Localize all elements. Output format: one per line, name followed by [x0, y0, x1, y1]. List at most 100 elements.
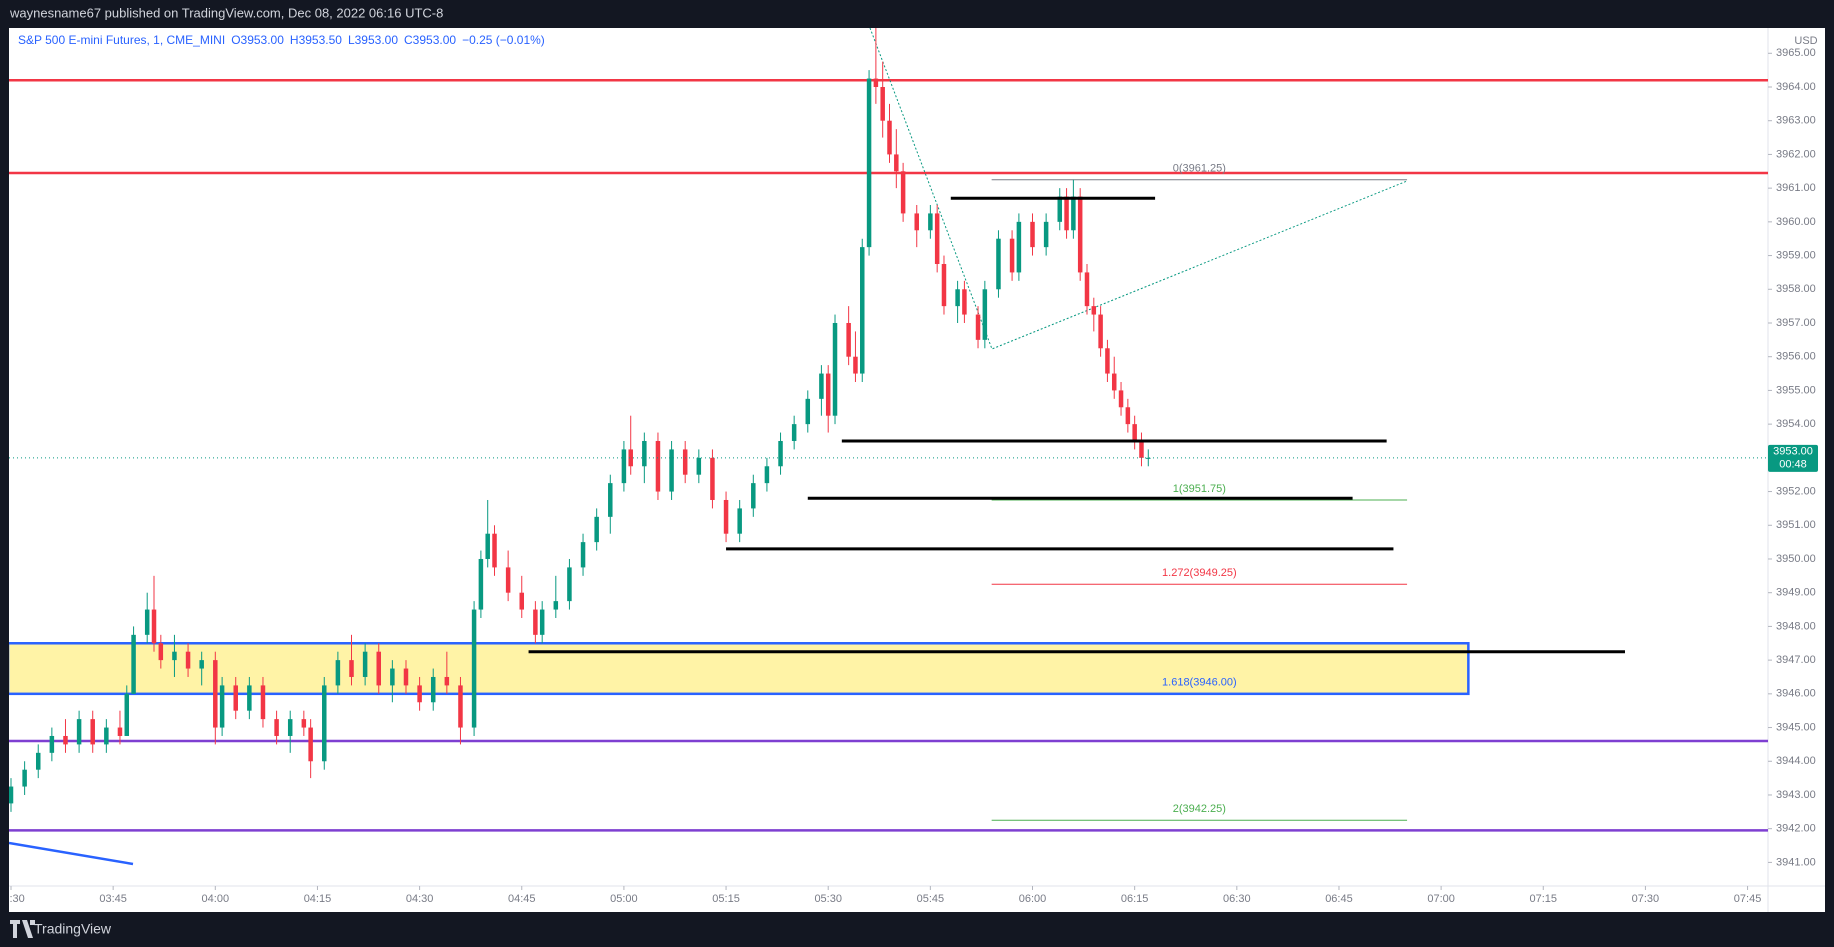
candle-body — [117, 727, 123, 736]
candle-body — [975, 314, 981, 340]
y-tick-label: 3941.00 — [1776, 856, 1816, 868]
candle-body — [962, 289, 967, 315]
candle-body — [144, 609, 150, 635]
candle-body — [934, 213, 940, 264]
candle-body — [1043, 221, 1049, 248]
y-tick-label: 3942.00 — [1776, 823, 1816, 835]
y-tick-label: 3943.00 — [1776, 789, 1816, 801]
legend-value: −0.25 (−0.01%) — [462, 33, 545, 47]
candle-body — [1098, 314, 1103, 349]
legend-title: S&P 500 E-mini Futures, 1, CME_MINI — [18, 33, 225, 47]
candle-body — [519, 592, 525, 610]
candle-body — [335, 660, 341, 686]
candle-body — [567, 567, 572, 602]
candle-body — [274, 719, 279, 736]
y-tick-label: 3951.00 — [1776, 519, 1816, 531]
candle-body — [1105, 348, 1110, 374]
candle-body — [1125, 407, 1131, 425]
candle-body — [941, 263, 947, 307]
candle-body — [1091, 306, 1097, 315]
y-tick-label: 3961.00 — [1776, 182, 1816, 194]
candle-body — [880, 86, 885, 121]
candle-body — [866, 78, 872, 248]
candle-body — [819, 373, 824, 399]
candle-body — [621, 449, 627, 484]
y-tick-label: 3950.00 — [1776, 553, 1816, 565]
candle-body — [737, 508, 742, 534]
y-tick-label: 3949.00 — [1776, 587, 1816, 599]
legend-value: C3953.00 — [404, 33, 456, 47]
candle-body — [444, 676, 450, 686]
candle-body — [1071, 196, 1076, 231]
candle-body — [403, 668, 409, 686]
x-tick-label: 07:00 — [1427, 893, 1455, 905]
candle-body — [485, 533, 490, 559]
candle-body — [430, 676, 436, 703]
candle-body — [185, 651, 191, 669]
candle-body — [22, 769, 27, 787]
x-tick-label: 04:30 — [406, 893, 434, 905]
candle-body — [1009, 238, 1015, 273]
trend-line — [869, 28, 1408, 350]
byline: waynesname67 published on TradingView.co… — [9, 5, 443, 20]
plot: 03:30 03:45 04:00 04:15 04:30 04:45 05:00 05:15… — [9, 28, 1768, 905]
y-tick-label: 3957.00 — [1776, 317, 1816, 329]
candle-body — [580, 542, 586, 568]
brand: TradingView — [34, 921, 112, 937]
fib-label: 1.272(3949.25) — [1162, 567, 1237, 579]
legend-value: O3953.00 — [231, 33, 284, 47]
x-tick-label: 03:45 — [99, 893, 127, 905]
candle-body — [539, 609, 545, 635]
x-tick-label: 05:30 — [814, 893, 842, 905]
candle-body — [751, 483, 756, 509]
y-tick-label: 3959.00 — [1776, 249, 1816, 261]
candle-body — [233, 685, 238, 711]
candle-body — [860, 247, 865, 374]
candle-body — [1139, 440, 1144, 458]
candle-body — [390, 668, 395, 686]
legend: S&P 500 E-mini Futures, 1, CME_MINI O395… — [18, 33, 545, 47]
candle-body — [778, 440, 783, 467]
candle-body — [894, 154, 899, 172]
candle-body — [723, 499, 729, 534]
candle-body — [1016, 221, 1022, 273]
x-tick-label: 04:00 — [202, 893, 230, 905]
candle-body — [710, 457, 715, 500]
y-tick-label: 3960.00 — [1776, 216, 1816, 228]
candle-body — [9, 786, 14, 804]
candle-body — [1077, 196, 1083, 273]
candle-body — [533, 609, 538, 635]
chart-area — [9, 28, 1825, 912]
axes: 3941.00 3942.00 3943.00 3944.00 3945.00 3946.… — [1768, 47, 1818, 868]
candle-body — [376, 651, 381, 686]
last-price-box — [1768, 444, 1818, 472]
x-tick-label: 04:45 — [508, 893, 536, 905]
candle-body — [594, 516, 599, 543]
axis-unit: USD — [1794, 35, 1817, 47]
candle-body — [608, 483, 613, 517]
logo — [10, 920, 35, 938]
candle-body — [928, 213, 933, 231]
candle-body — [478, 558, 484, 610]
fib-label: 1.618(3946.00) — [1162, 677, 1237, 689]
candle-body — [887, 120, 892, 155]
candle-body — [471, 609, 477, 728]
x-tick-label: 06:00 — [1019, 893, 1047, 905]
countdown-label: 00:48 — [1779, 459, 1807, 471]
x-tick-label: 07:45 — [1734, 893, 1762, 905]
candle-body — [35, 752, 41, 770]
candle-body — [1132, 424, 1137, 441]
candle-body — [655, 440, 661, 492]
candle-body — [873, 78, 879, 87]
x-tick-label: 07:30 — [1632, 893, 1660, 905]
candle-body — [669, 449, 674, 492]
candle-body — [362, 651, 368, 677]
fib-label: 0(3961.25) — [1173, 163, 1226, 175]
y-tick-label: 3955.00 — [1776, 384, 1816, 396]
y-tick-label: 3947.00 — [1776, 654, 1816, 666]
fib-label: 2(3942.25) — [1173, 803, 1226, 815]
y-tick-label: 3946.00 — [1776, 688, 1816, 700]
candle-body — [287, 719, 293, 736]
candle-body — [846, 322, 851, 357]
candle-body — [247, 685, 252, 711]
